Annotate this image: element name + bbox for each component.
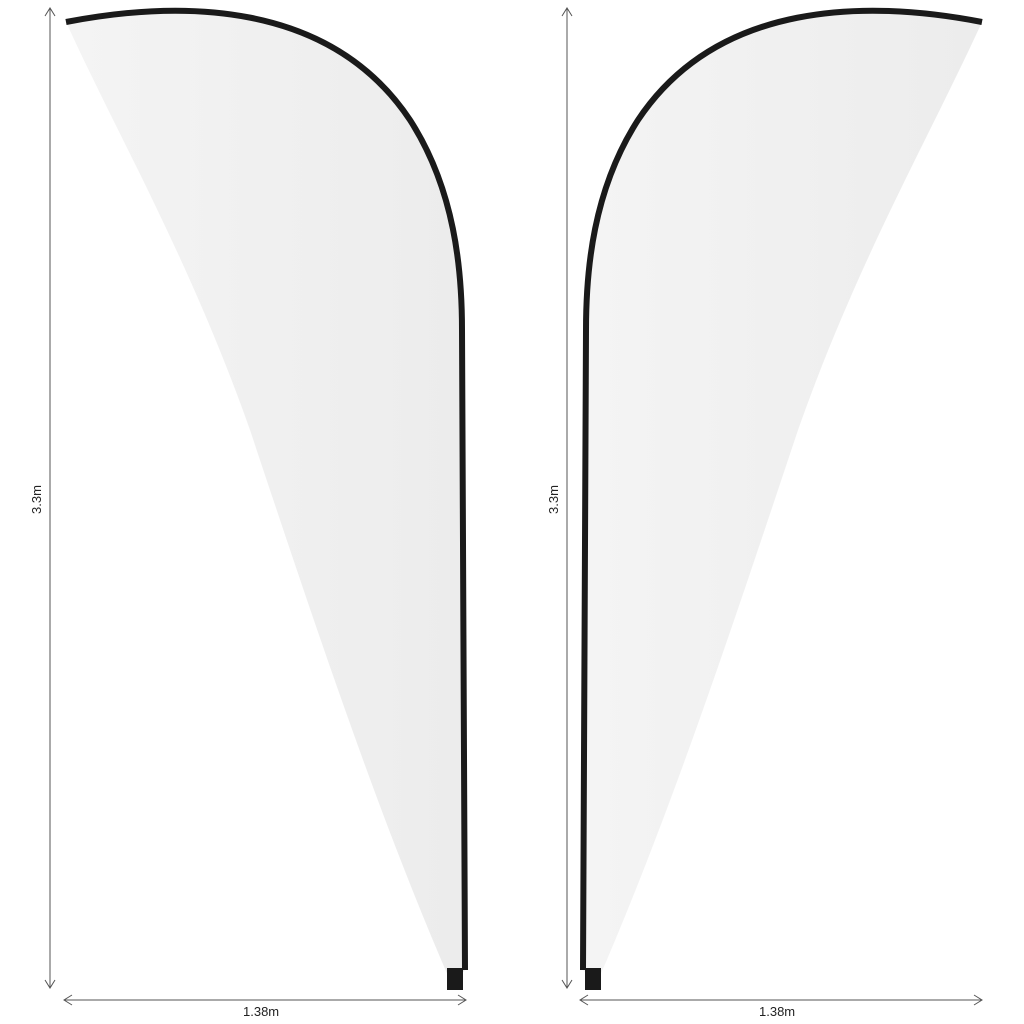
right-flag-base <box>585 968 601 990</box>
left-flag-pole <box>65 7 468 971</box>
left-width-dimension-line <box>63 994 467 1006</box>
right-height-label: 3.3m <box>545 485 561 514</box>
right-width-dimension-line <box>579 994 983 1006</box>
left-height-dimension-line <box>44 7 56 989</box>
right-flag-fabric <box>583 10 982 985</box>
right-flag-pole <box>580 7 983 971</box>
left-height-label: 3.3m <box>28 485 44 514</box>
left-flag <box>65 7 468 990</box>
left-flag-fabric <box>66 10 465 985</box>
left-flag-base <box>447 968 463 990</box>
right-height-dimension-line <box>561 7 573 989</box>
right-flag <box>580 7 983 990</box>
left-width-label: 1.38m <box>243 1004 280 1019</box>
right-width-label: 1.38m <box>759 1004 796 1019</box>
